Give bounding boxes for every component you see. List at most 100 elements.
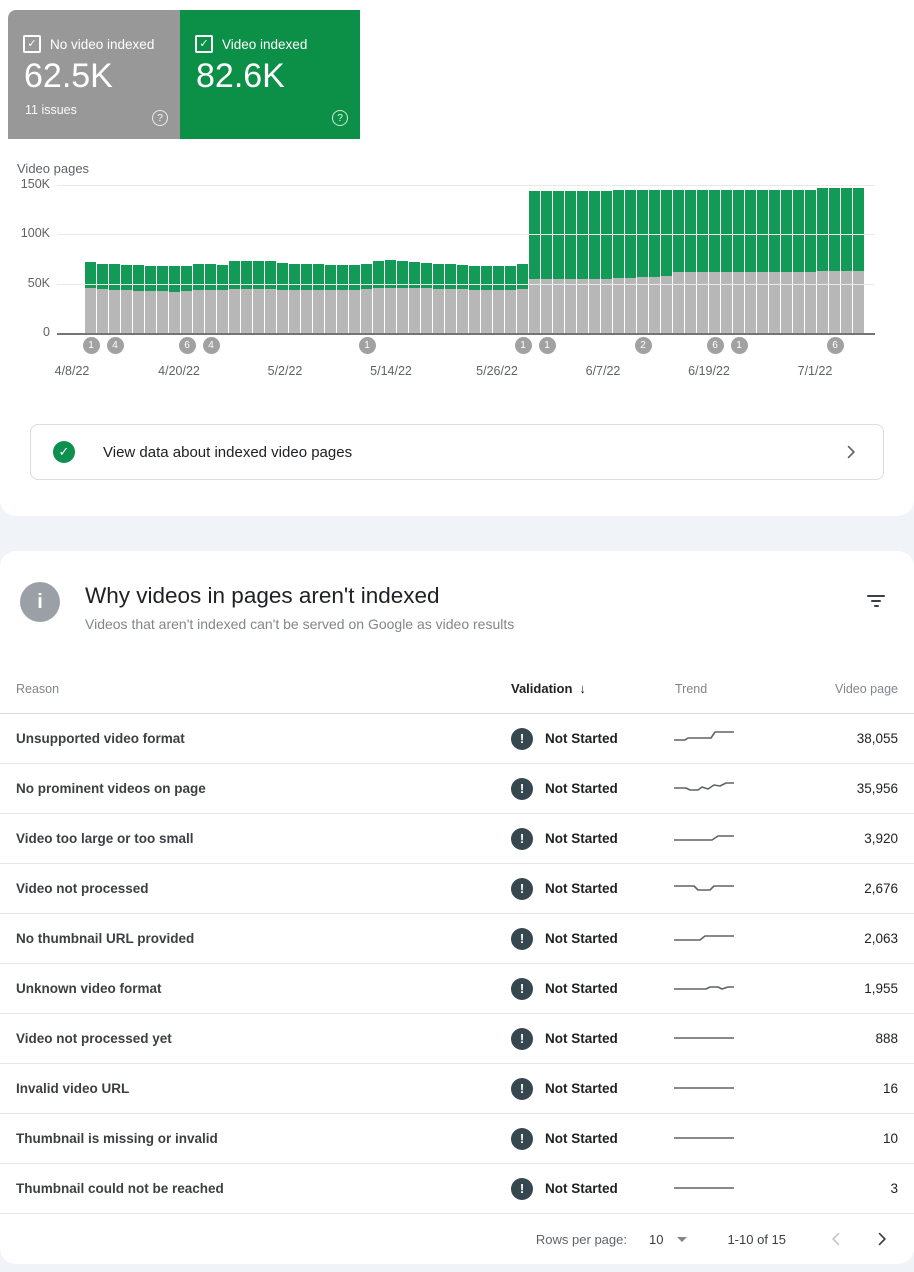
table-row[interactable]: Thumbnail could not be reached ! Not Sta…: [0, 1164, 914, 1214]
chart-bar[interactable]: [97, 263, 108, 333]
chart-bar[interactable]: [769, 189, 780, 333]
issue-count-marker[interactable]: 6: [826, 337, 844, 354]
reason-cell[interactable]: Thumbnail is missing or invalid: [16, 1131, 218, 1146]
filter-icon[interactable]: [866, 593, 886, 613]
checkbox-checked-icon[interactable]: ✓: [195, 35, 213, 53]
chart-bar[interactable]: [181, 265, 192, 333]
chart-bar[interactable]: [337, 264, 348, 333]
header-reason[interactable]: Reason: [16, 681, 60, 696]
table-row[interactable]: Video not processed yet ! Not Started 88…: [0, 1014, 914, 1064]
help-icon[interactable]: ?: [332, 110, 348, 126]
chart-bar[interactable]: [241, 260, 252, 333]
chart-bar[interactable]: [505, 265, 516, 333]
issue-count-marker[interactable]: 1: [82, 337, 100, 354]
chart-bar[interactable]: [553, 190, 564, 333]
chart-bar[interactable]: [373, 261, 384, 333]
chart-bar[interactable]: [265, 260, 276, 333]
chart-bar[interactable]: [577, 190, 588, 333]
chart-bar[interactable]: [817, 187, 828, 333]
issue-count-marker[interactable]: 1: [730, 337, 748, 354]
chart-bar[interactable]: [445, 263, 456, 333]
issue-count-marker[interactable]: 2: [634, 337, 652, 354]
issue-count-marker[interactable]: 6: [706, 337, 724, 354]
chart-bar[interactable]: [625, 189, 636, 333]
rows-per-page-select[interactable]: 10: [649, 1232, 688, 1247]
issue-count-marker[interactable]: 1: [514, 337, 532, 354]
reason-cell[interactable]: No thumbnail URL provided: [16, 931, 195, 946]
chart-bar[interactable]: [169, 265, 180, 333]
chart-bar[interactable]: [529, 190, 540, 333]
chart-bar[interactable]: [541, 190, 552, 333]
chart-bar[interactable]: [349, 264, 360, 333]
chart-bar[interactable]: [781, 189, 792, 333]
chart-bar[interactable]: [133, 264, 144, 333]
chart-bar[interactable]: [745, 189, 756, 333]
chart-bar[interactable]: [805, 189, 816, 333]
chart-bar[interactable]: [709, 189, 720, 333]
table-row[interactable]: Thumbnail is missing or invalid ! Not St…: [0, 1114, 914, 1164]
checkbox-checked-icon[interactable]: ✓: [23, 35, 41, 53]
issue-count-marker[interactable]: 6: [178, 337, 196, 354]
table-row[interactable]: No prominent videos on page ! Not Starte…: [0, 764, 914, 814]
chart-bar[interactable]: [361, 263, 372, 333]
chart-bar[interactable]: [325, 264, 336, 333]
chart-bar[interactable]: [613, 189, 624, 333]
chart-bar[interactable]: [733, 189, 744, 333]
reason-cell[interactable]: Unsupported video format: [16, 731, 185, 746]
chart-bar[interactable]: [193, 263, 204, 333]
reason-cell[interactable]: Video not processed yet: [16, 1031, 172, 1046]
chart-bar[interactable]: [121, 264, 132, 333]
chevron-right-icon[interactable]: [841, 442, 861, 462]
chart-bar[interactable]: [601, 190, 612, 333]
table-row[interactable]: Invalid video URL ! Not Started 16: [0, 1064, 914, 1114]
reason-cell[interactable]: Unknown video format: [16, 981, 162, 996]
reason-cell[interactable]: Video not processed: [16, 881, 149, 896]
chart-bar[interactable]: [829, 187, 840, 333]
chart-bar[interactable]: [253, 260, 264, 333]
chart-bar[interactable]: [757, 189, 768, 333]
chart-bar[interactable]: [397, 261, 408, 333]
chart-bar[interactable]: [301, 263, 312, 333]
stat-card-not-indexed[interactable]: ✓ No video indexed 62.5K 11 issues ?: [8, 10, 180, 139]
chart-bar[interactable]: [277, 262, 288, 333]
table-row[interactable]: Video not processed ! Not Started 2,676: [0, 864, 914, 914]
chart-bar[interactable]: [109, 263, 120, 333]
chart-bar[interactable]: [145, 265, 156, 333]
chart-bar[interactable]: [673, 189, 684, 333]
table-row[interactable]: No thumbnail URL provided ! Not Started …: [0, 914, 914, 964]
chart-bar[interactable]: [697, 189, 708, 333]
chart-bar[interactable]: [157, 265, 168, 333]
chart-bar[interactable]: [493, 265, 504, 333]
chart-bar[interactable]: [457, 264, 468, 333]
chart-bar[interactable]: [313, 263, 324, 333]
chart-bar[interactable]: [841, 187, 852, 333]
issue-count-marker[interactable]: 4: [202, 337, 220, 354]
chart-bar[interactable]: [853, 187, 864, 333]
reason-cell[interactable]: Video too large or too small: [16, 831, 194, 846]
chart-bar[interactable]: [661, 189, 672, 333]
reason-cell[interactable]: No prominent videos on page: [16, 781, 206, 796]
chart-bar[interactable]: [685, 189, 696, 333]
reason-cell[interactable]: Invalid video URL: [16, 1081, 130, 1096]
chart-bar[interactable]: [637, 189, 648, 333]
chart-bar[interactable]: [589, 190, 600, 333]
chart-bar[interactable]: [649, 189, 660, 333]
table-row[interactable]: Video too large or too small ! Not Start…: [0, 814, 914, 864]
chart-bar[interactable]: [289, 263, 300, 333]
previous-page-button[interactable]: [826, 1229, 846, 1249]
next-page-button[interactable]: [872, 1229, 892, 1249]
issue-count-marker[interactable]: 1: [538, 337, 556, 354]
chart-bar[interactable]: [229, 260, 240, 333]
chart-bar[interactable]: [85, 261, 96, 333]
indexed-toggle[interactable]: ✓ Video indexed: [195, 35, 307, 53]
chart-bar[interactable]: [721, 189, 732, 333]
chart-bar[interactable]: [793, 189, 804, 333]
issue-count-marker[interactable]: 4: [106, 337, 124, 354]
table-row[interactable]: Unknown video format ! Not Started 1,955: [0, 964, 914, 1014]
chart-bar[interactable]: [409, 261, 420, 333]
chart-bar[interactable]: [385, 260, 396, 333]
not-indexed-toggle[interactable]: ✓ No video indexed: [23, 35, 154, 53]
chart-bar[interactable]: [469, 265, 480, 333]
chart-bar[interactable]: [433, 263, 444, 333]
view-indexed-data-banner[interactable]: ✓ View data about indexed video pages: [30, 424, 884, 480]
